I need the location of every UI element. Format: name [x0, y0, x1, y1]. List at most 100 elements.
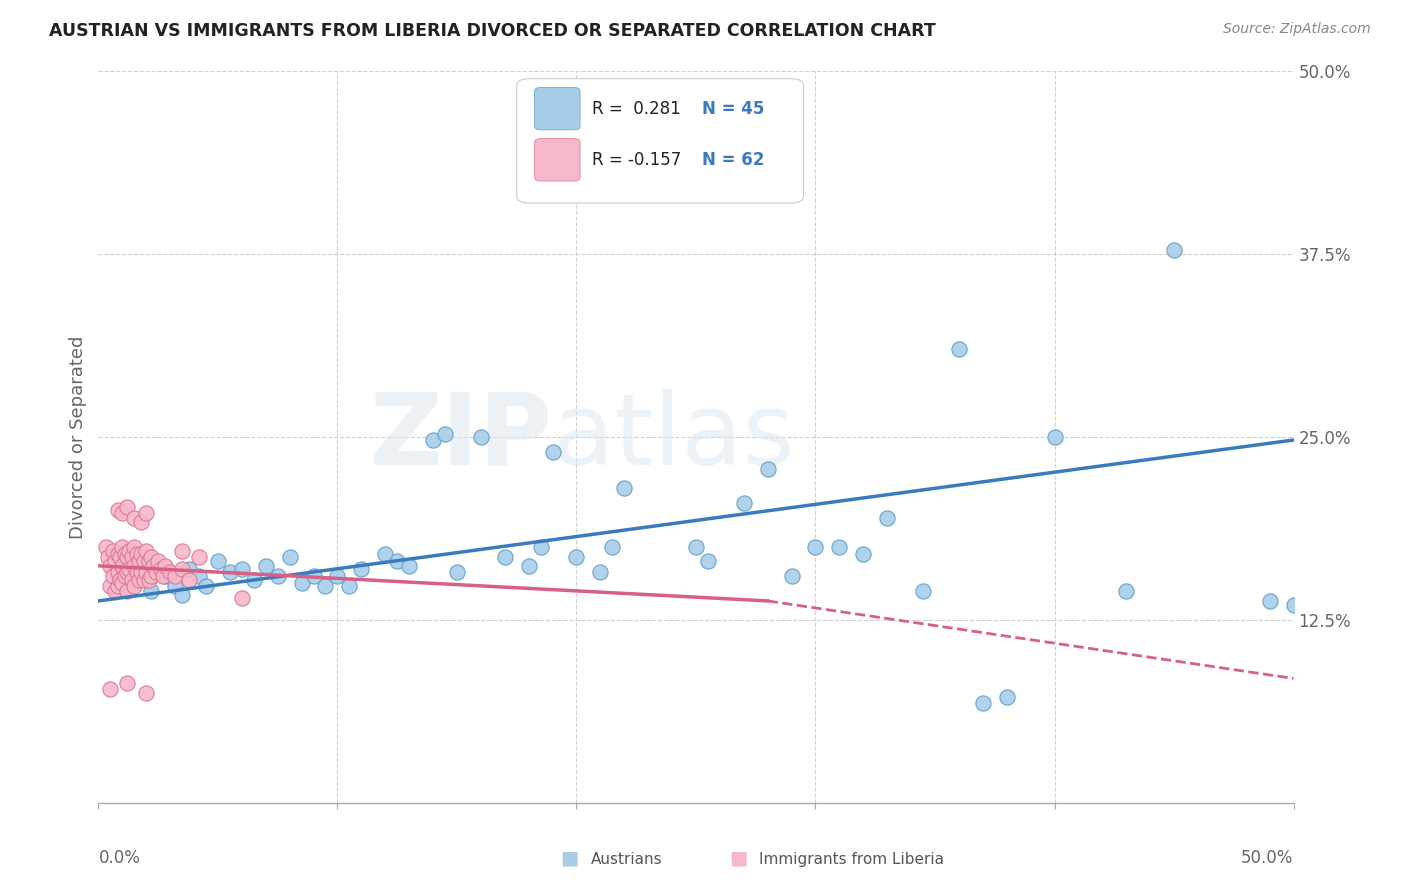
- Point: [107, 565, 129, 579]
- Point: [565, 549, 588, 564]
- Point: [315, 579, 337, 593]
- Point: [98, 681, 122, 696]
- Point: [121, 549, 143, 564]
- Point: [602, 540, 624, 554]
- Point: [195, 579, 218, 593]
- Text: Immigrants from Liberia: Immigrants from Liberia: [759, 852, 945, 867]
- Point: [148, 562, 170, 576]
- Point: [589, 565, 612, 579]
- Point: [155, 569, 177, 583]
- Point: [231, 591, 253, 605]
- Point: [107, 547, 129, 561]
- Point: [1043, 430, 1066, 444]
- Y-axis label: Divorced or Separated: Divorced or Separated: [69, 335, 87, 539]
- Point: [111, 576, 134, 591]
- Point: [97, 549, 120, 564]
- Point: [1330, 652, 1353, 666]
- Point: [108, 574, 131, 588]
- Point: [350, 562, 373, 576]
- Point: [398, 558, 420, 573]
- Point: [267, 569, 290, 583]
- Point: [135, 565, 157, 579]
- Point: [517, 558, 540, 573]
- Point: [1163, 243, 1185, 257]
- Text: ■: ■: [560, 848, 579, 867]
- Point: [98, 558, 122, 573]
- Point: [148, 554, 170, 568]
- Text: 50.0%: 50.0%: [1241, 849, 1294, 867]
- Text: R = -0.157: R = -0.157: [592, 151, 682, 169]
- Point: [1115, 583, 1137, 598]
- Point: [111, 540, 134, 554]
- Point: [163, 569, 186, 583]
- Point: [94, 540, 117, 554]
- Point: [124, 510, 146, 524]
- Point: [111, 558, 134, 573]
- Point: [291, 576, 314, 591]
- Point: [131, 547, 153, 561]
- Point: [139, 569, 162, 583]
- Point: [101, 569, 124, 583]
- Point: [446, 565, 468, 579]
- Point: [138, 554, 160, 568]
- Point: [124, 579, 146, 593]
- Point: [422, 433, 444, 447]
- Point: [138, 574, 160, 588]
- Point: [179, 574, 201, 588]
- Point: [145, 565, 167, 579]
- Point: [115, 500, 138, 515]
- Point: [132, 554, 155, 568]
- Point: [685, 540, 707, 554]
- Point: [107, 579, 129, 593]
- Point: [124, 540, 146, 554]
- Point: [135, 686, 157, 700]
- Point: [613, 481, 636, 495]
- Point: [278, 549, 301, 564]
- Point: [733, 496, 755, 510]
- FancyBboxPatch shape: [534, 138, 581, 181]
- Point: [104, 554, 127, 568]
- Point: [98, 579, 122, 593]
- Point: [152, 569, 174, 583]
- Point: [101, 544, 124, 558]
- Point: [125, 565, 148, 579]
- Point: [131, 515, 153, 529]
- Point: [115, 583, 138, 598]
- Point: [541, 444, 564, 458]
- Point: [207, 554, 229, 568]
- Point: [107, 569, 129, 583]
- Point: [948, 343, 970, 357]
- Point: [149, 562, 172, 576]
- Point: [494, 549, 516, 564]
- Point: [995, 690, 1018, 705]
- Point: [219, 565, 242, 579]
- Point: [104, 583, 127, 598]
- Point: [434, 427, 457, 442]
- Point: [114, 547, 136, 561]
- Point: [135, 544, 157, 558]
- Text: Austrians: Austrians: [591, 852, 662, 867]
- Point: [172, 544, 194, 558]
- Point: [385, 554, 409, 568]
- Point: [756, 462, 779, 476]
- Point: [231, 562, 253, 576]
- Point: [339, 579, 361, 593]
- Text: atlas: atlas: [553, 389, 794, 485]
- Point: [1258, 594, 1281, 608]
- Point: [243, 574, 266, 588]
- Text: 0.0%: 0.0%: [98, 849, 141, 867]
- Point: [470, 430, 492, 444]
- Point: [780, 569, 803, 583]
- Point: [115, 676, 138, 690]
- Point: [135, 506, 157, 520]
- Point: [114, 569, 136, 583]
- Point: [115, 565, 138, 579]
- Point: [972, 696, 994, 710]
- Point: [155, 558, 177, 573]
- Point: [326, 569, 349, 583]
- Text: R =  0.281: R = 0.281: [592, 100, 681, 118]
- Point: [302, 569, 325, 583]
- Point: [128, 554, 150, 568]
- Point: [139, 549, 162, 564]
- Point: [876, 510, 898, 524]
